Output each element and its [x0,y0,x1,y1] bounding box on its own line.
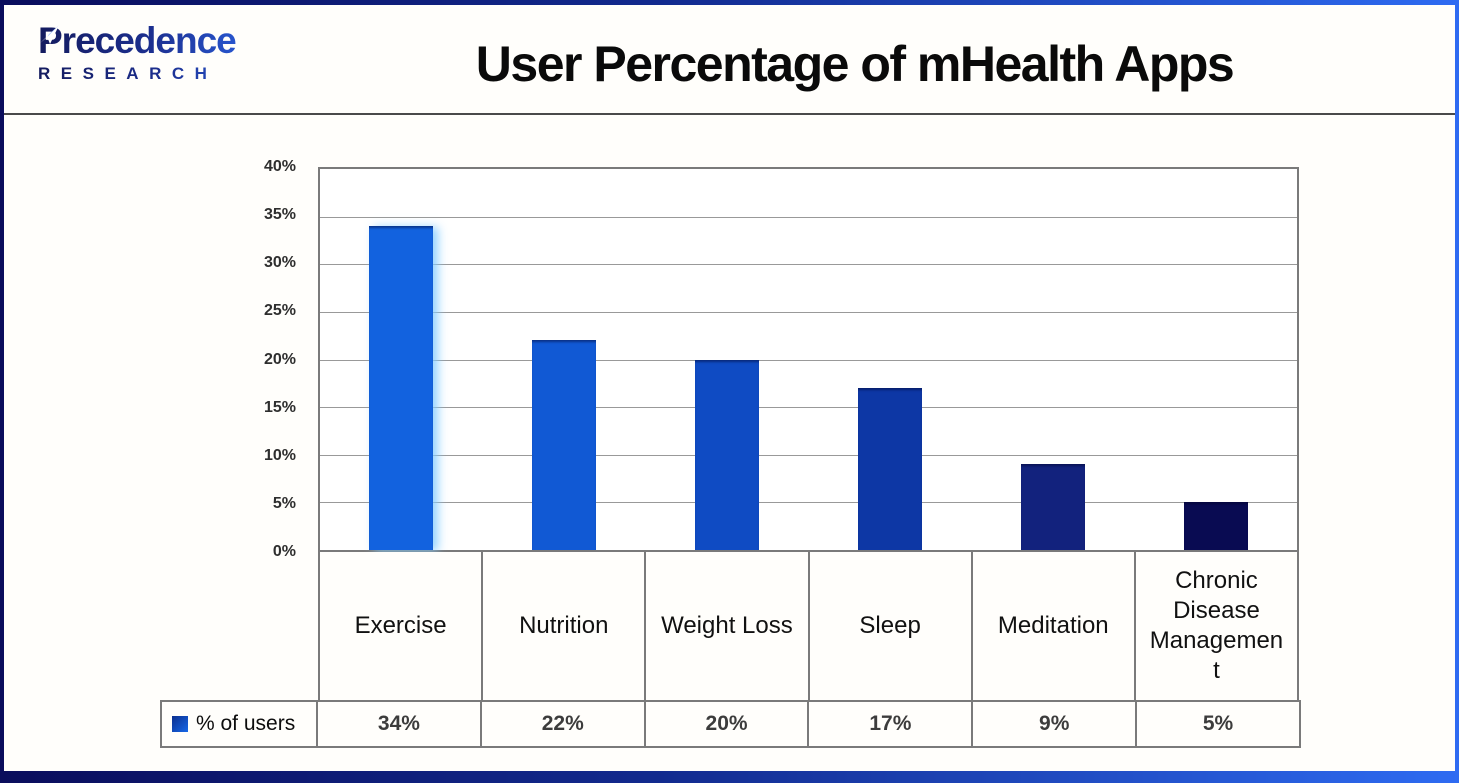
y-axis-tick-label: 30% [263,254,296,272]
series-color-swatch [172,716,188,732]
value-cell: 22% [482,702,646,746]
category-label: Weight Loss [661,612,793,639]
category-cell: Chronic Disease Management [1136,552,1297,700]
page-title: User Percentage of mHealth Apps [475,36,1235,92]
category-label: Exercise [354,612,447,639]
value-cell: 34% [318,702,482,746]
gridline [320,454,1297,456]
y-axis-tick-label: 15% [263,398,296,416]
category-label: Meditation [997,612,1109,639]
bar-exercise [369,226,434,550]
category-row: Exercise Nutrition Weight Loss Sleep Meditat… [318,552,1299,700]
bar-chronic-disease-management [1183,502,1248,550]
y-axis-tick-label: 25% [263,302,296,320]
paper-plane-icon [39,24,60,45]
y-axis-tick-label: 35% [263,206,296,224]
value-cell: 9% [973,702,1138,746]
bar-nutrition [532,340,597,550]
category-label: Nutrition [519,612,609,639]
category-cell: Weight Loss [646,552,810,700]
gridline [320,502,1297,504]
brand-name: Precedence [38,20,288,62]
value-cell: 17% [809,702,974,746]
bar-meditation [1020,464,1085,550]
y-axis-tick-label: 0% [272,543,296,560]
bar-weight-loss [695,359,760,550]
gridline [320,359,1297,361]
category-cell: Nutrition [483,552,647,700]
bar-sleep [857,388,922,550]
plot-area [318,167,1299,552]
y-axis-tick-label: 5% [272,494,296,512]
page-background: Precedence RESEARCH User Percentage of m… [4,5,1455,771]
gridline [320,407,1297,409]
header: Precedence RESEARCH User Percentage of m… [4,5,1455,115]
legend-cell: % of users [162,702,318,746]
gridline [320,216,1297,218]
value-cells: 34% 22% 20% 17% 9% 5% [318,702,1299,746]
category-label: Chronic Disease Management [1149,567,1284,684]
category-cell: Meditation [973,552,1136,700]
brand-subname: RESEARCH [38,64,288,84]
brand-logo: Precedence RESEARCH [38,20,288,105]
value-row: % of users 34% 22% 20% 17% 9% 5% [160,700,1301,748]
legend-label: % of users [196,712,296,735]
gridline [320,311,1297,313]
value-cell: 5% [1202,712,1234,735]
category-cell: Sleep [810,552,973,700]
value-cell: 20% [646,702,810,746]
gridline [320,264,1297,266]
y-axis-tick-label: 10% [263,446,296,464]
y-axis-tick-label: 40% [263,158,296,175]
category-cell: Exercise [320,552,484,700]
y-axis-tick-label: 20% [263,350,296,368]
y-axis-ticks: 0% 5% 10% 15% 20% 25% 30% 35% 40% [4,158,296,560]
category-label: Sleep [859,612,921,639]
